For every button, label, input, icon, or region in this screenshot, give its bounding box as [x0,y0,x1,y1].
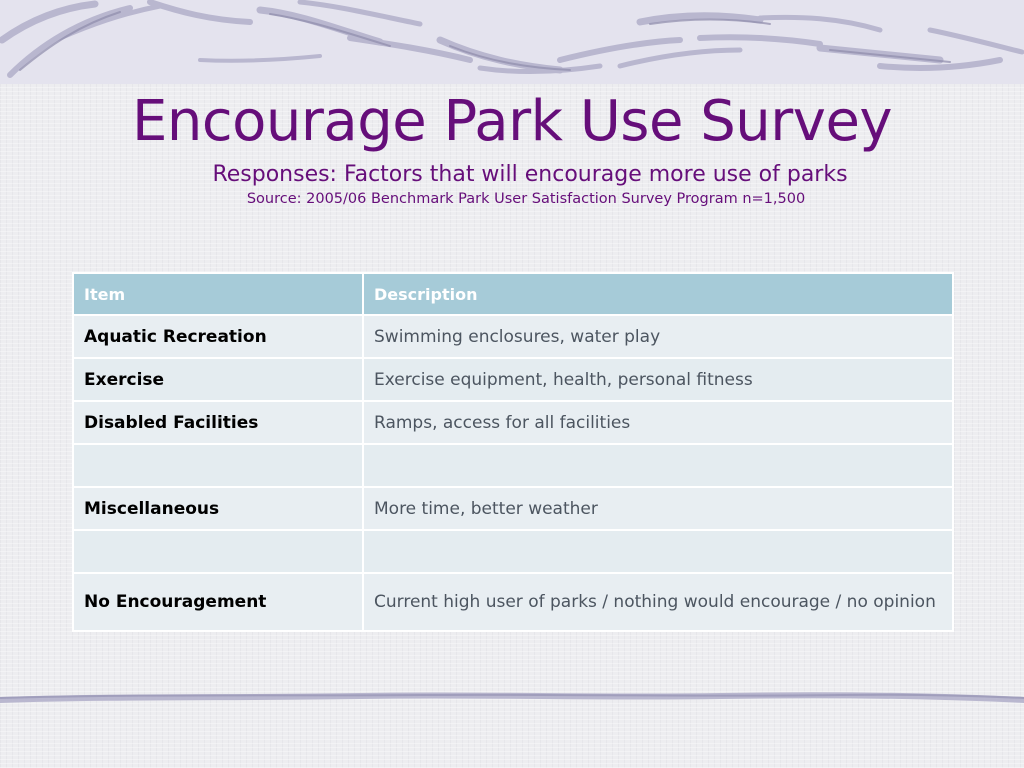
table-row: Exercise Exercise equipment, health, per… [72,357,954,402]
decorative-header-band [0,0,1024,84]
slide-title: Encourage Park Use Survey [131,89,893,154]
description-cell [362,529,954,574]
item-cell: Miscellaneous [72,486,364,531]
item-cell: Disabled Facilities [72,400,364,445]
description-cell [362,443,954,488]
decorative-brush-strokes-top [0,0,1024,78]
item-cell: Exercise [72,357,364,402]
table-row: Aquatic Recreation Swimming enclosures, … [72,314,954,359]
description-cell: Current high user of parks / nothing wou… [362,572,954,632]
description-cell: Exercise equipment, health, personal fit… [362,357,954,402]
description-cell: More time, better weather [362,486,954,531]
slide-subtitle: Responses: Factors that will encourage m… [212,162,848,187]
item-cell: No Encouragement [72,572,364,632]
item-cell [72,443,364,488]
table-row: No Encouragement Current high user of pa… [72,572,954,632]
decorative-footer-band [0,680,1024,720]
table-header-row: Item Description [72,272,954,316]
survey-table: Item Description Aquatic Recreation Swim… [72,272,954,632]
table-row: Disabled Facilities Ramps, access for al… [72,400,954,445]
description-cell: Swimming enclosures, water play [362,314,954,359]
item-cell [72,529,364,574]
table-row-empty [72,529,954,574]
item-cell: Aquatic Recreation [72,314,364,359]
column-header-description: Description [362,272,954,316]
table-row-empty [72,443,954,488]
description-cell: Ramps, access for all facilities [362,400,954,445]
source-note: Source: 2005/06 Benchmark Park User Sati… [246,191,806,207]
table-row: Miscellaneous More time, better weather [72,486,954,531]
column-header-item: Item [72,272,364,316]
decorative-brush-strokes-bottom [0,692,1024,703]
